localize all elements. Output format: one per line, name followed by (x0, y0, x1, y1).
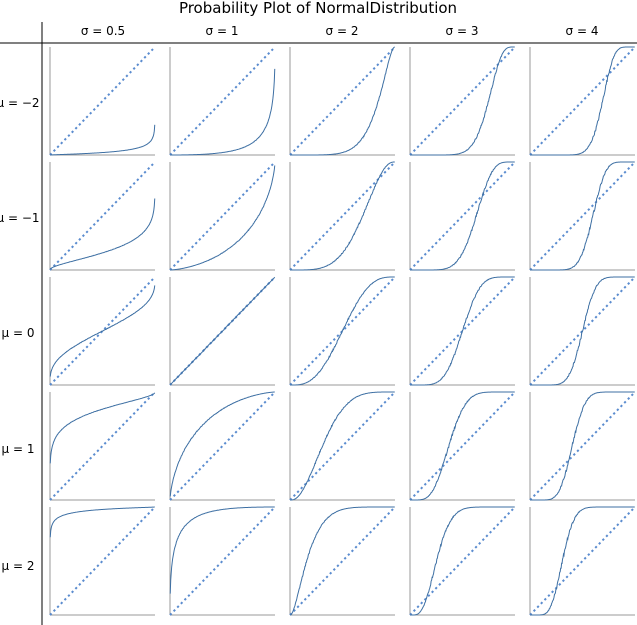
reference-line (289, 506, 396, 616)
reference-line (289, 46, 396, 156)
reference-line (409, 391, 516, 501)
probability-curve (49, 198, 156, 270)
reference-line (169, 161, 276, 271)
probability-curve (530, 506, 635, 616)
reference-line (169, 391, 276, 501)
reference-line (529, 161, 636, 271)
column-header: σ = 0.5 (81, 24, 125, 38)
probability-panel (49, 46, 156, 156)
probability-panel (409, 276, 516, 386)
probability-curve (290, 506, 395, 616)
probability-panel (409, 506, 516, 616)
probability-curve (49, 506, 155, 538)
probability-panel (289, 161, 396, 271)
figure-title: Probability Plot of NormalDistribution (179, 0, 457, 17)
column-header: σ = 3 (446, 24, 479, 38)
reference-line (529, 506, 636, 616)
reference-line (49, 506, 156, 616)
probability-panel (529, 46, 636, 156)
column-header: σ = 4 (566, 24, 599, 38)
row-header: μ = −1 (0, 211, 40, 225)
probability-panel (529, 506, 636, 616)
probability-curve (290, 46, 395, 156)
probability-panel (289, 276, 396, 386)
probability-panel (169, 391, 276, 501)
probability-curve (290, 161, 395, 271)
reference-line (409, 161, 516, 271)
reference-line (529, 391, 636, 501)
probability-panel (49, 161, 156, 271)
reference-line (49, 391, 156, 501)
reference-line (169, 506, 276, 616)
column-header: σ = 2 (326, 24, 359, 38)
probability-panel (49, 506, 156, 616)
column-headers: σ = 0.5 σ = 1 σ = 2 σ = 3 σ = 4 (81, 24, 599, 38)
probability-panel (409, 161, 516, 271)
probability-panel (169, 161, 276, 271)
reference-line (49, 46, 156, 156)
probability-panel (529, 161, 636, 271)
probability-panel (529, 276, 636, 386)
reference-line (529, 276, 636, 386)
probability-curve (530, 391, 635, 501)
probability-curve (169, 276, 276, 386)
panel-grid (49, 46, 636, 616)
probability-curve (290, 391, 395, 501)
probability-curve (169, 391, 275, 497)
row-header: μ = −2 (0, 96, 40, 110)
probability-panel (49, 276, 156, 386)
probability-curve (410, 391, 515, 501)
probability-curve (530, 46, 635, 156)
reference-line (409, 46, 516, 156)
probability-curve (410, 276, 515, 386)
reference-line (169, 46, 276, 156)
probability-curve (170, 165, 276, 271)
reference-line (49, 161, 156, 271)
probability-curve (530, 276, 635, 386)
row-headers: μ = −2 μ = −1 μ = 0 μ = 1 μ = 2 (0, 96, 40, 573)
probability-curve (410, 506, 515, 616)
probability-panel (169, 46, 276, 156)
probability-panel (289, 506, 396, 616)
probability-curve (410, 161, 515, 271)
reference-line (49, 276, 156, 386)
reference-line (409, 276, 516, 386)
reference-line (289, 276, 396, 386)
probability-panel (289, 391, 396, 501)
probability-curve (50, 124, 156, 156)
row-header: μ = 0 (2, 326, 35, 340)
probability-panel (49, 391, 156, 501)
reference-line (409, 506, 516, 616)
probability-panel (409, 46, 516, 156)
reference-line (529, 46, 636, 156)
probability-curve (49, 392, 156, 464)
probability-panel (409, 391, 516, 501)
row-header: μ = 1 (2, 442, 35, 456)
probability-curve (170, 68, 276, 156)
probability-curve (290, 276, 395, 386)
reference-line (289, 391, 396, 501)
probability-curve (410, 46, 515, 156)
probability-panel (169, 276, 276, 386)
probability-curve (169, 506, 275, 594)
probability-curve (49, 285, 156, 377)
probability-panel (529, 391, 636, 501)
probability-panel (289, 46, 396, 156)
row-header: μ = 2 (2, 559, 35, 573)
probability-curve (530, 161, 635, 271)
probability-panel (169, 506, 276, 616)
column-header: σ = 1 (206, 24, 239, 38)
